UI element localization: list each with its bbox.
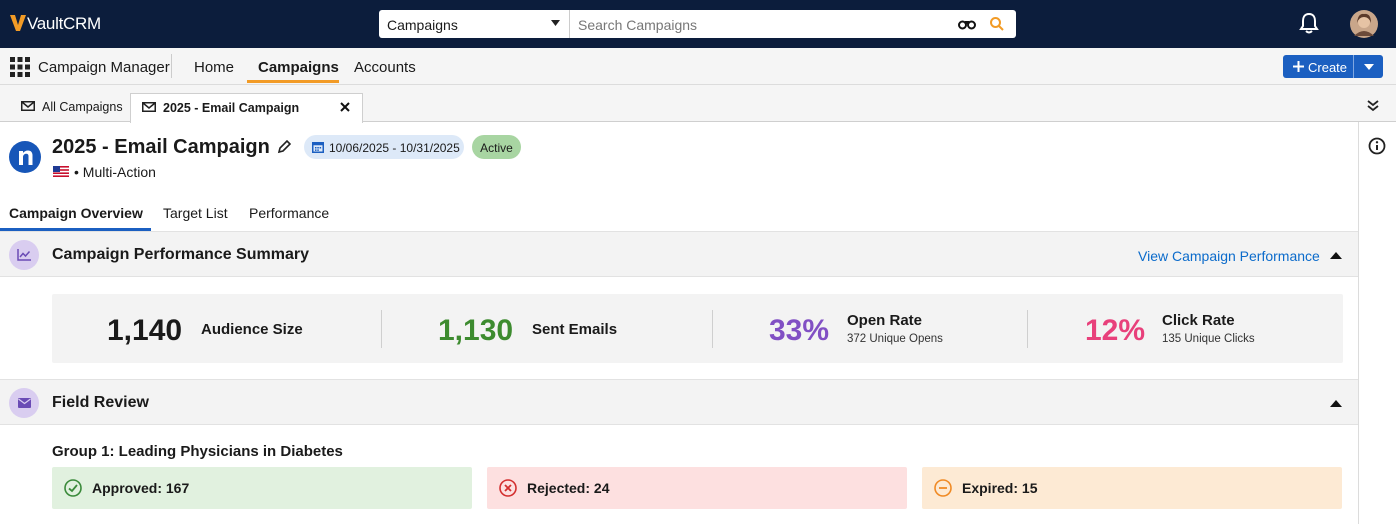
metric-value: 12% <box>1085 314 1146 347</box>
page-tab-active[interactable]: Campaign Overview <box>9 205 143 221</box>
approved-status: Approved: 167 <box>52 467 472 509</box>
metric-value: 33% <box>769 314 830 347</box>
chart-icon <box>17 249 31 261</box>
brand-name: VaultCRM <box>27 14 101 33</box>
section-header[interactable]: Campaign Performance Summary View Campai… <box>0 231 1358 277</box>
rejected-icon <box>499 479 517 497</box>
date-range: 10/06/2025 - 10/31/2025 <box>329 141 460 155</box>
record-tab-active[interactable]: 2025 - Email Campaign <box>130 93 363 123</box>
date-badge: 10/06/2025 - 10/31/2025 <box>304 135 464 159</box>
plus-icon <box>1293 61 1304 72</box>
record-tab-label[interactable]: 2025 - Email Campaign <box>163 101 300 115</box>
nav-tab[interactable]: Home <box>194 59 235 76</box>
group-title: Group 1: Leading Physicians in Diabetes <box>52 443 343 460</box>
section-title: Campaign Performance Summary <box>52 246 309 263</box>
view-performance-link[interactable]: View Campaign Performance <box>1138 248 1320 264</box>
info-icon[interactable] <box>1368 137 1386 155</box>
section-icon <box>9 240 39 270</box>
mail-icon <box>21 101 35 111</box>
metric-value: 1,130 <box>438 314 514 347</box>
collapse-icon[interactable] <box>1330 252 1342 259</box>
country-flag <box>53 166 69 177</box>
create-label[interactable]: Create <box>1308 60 1348 75</box>
metric-label: Audience Size <box>201 321 303 338</box>
status-label: Rejected: 24 <box>527 480 610 496</box>
search-box[interactable]: Campaigns Search Campaigns <box>379 10 1016 38</box>
status-label: Approved: 167 <box>92 480 190 496</box>
close-tab[interactable] <box>340 102 350 112</box>
active-indicator <box>247 80 339 83</box>
dropdown-caret <box>551 20 560 26</box>
notifications-icon[interactable] <box>1299 12 1319 34</box>
top-bar: VaultCRM Campaigns Search Campaigns <box>0 0 1396 48</box>
approved-icon <box>64 479 82 497</box>
expired-status: Expired: 15 <box>922 467 1342 509</box>
metric-label: Sent Emails <box>532 321 618 338</box>
search-icon[interactable] <box>989 16 1005 32</box>
status-text: Active <box>480 141 513 155</box>
create-button[interactable]: Create <box>1283 55 1383 78</box>
edit-icon[interactable] <box>277 140 291 154</box>
nav-tab-active[interactable]: Campaigns <box>258 59 339 76</box>
nav-tab[interactable]: Accounts <box>354 59 416 76</box>
divider <box>381 310 382 348</box>
mail-icon <box>17 398 31 408</box>
divider <box>171 54 172 78</box>
page-tab[interactable]: Target List <box>163 205 228 221</box>
record-tab[interactable]: All Campaigns <box>42 100 123 114</box>
search-scope[interactable]: Campaigns <box>387 17 458 33</box>
section-title: Field Review <box>52 394 149 411</box>
metric-detail: 372 Unique Opens <box>847 333 943 345</box>
right-rail-border <box>1358 122 1359 524</box>
active-indicator <box>0 228 151 231</box>
metric-detail: 135 Unique Clicks <box>1162 333 1255 345</box>
calendar-icon <box>312 142 324 153</box>
metric-label: Click Rate <box>1162 312 1235 329</box>
page-tab[interactable]: Performance <box>249 205 330 221</box>
section-icon <box>9 388 39 418</box>
binoculars-icon[interactable] <box>958 18 976 30</box>
record-subtitle: • Multi-Action <box>74 164 156 180</box>
divider <box>712 310 713 348</box>
divider <box>569 10 570 38</box>
create-menu-caret[interactable] <box>1364 64 1374 70</box>
status-label: Expired: 15 <box>962 480 1038 496</box>
section-header[interactable]: Field Review <box>0 379 1358 425</box>
expired-icon <box>934 479 952 497</box>
collapse-icon[interactable] <box>1330 400 1342 407</box>
metric-label: Open Rate <box>847 312 923 329</box>
divider <box>1353 55 1354 78</box>
rejected-status: Rejected: 24 <box>487 467 907 509</box>
expand-tabs[interactable] <box>1367 100 1379 112</box>
divider <box>1027 310 1028 348</box>
record-title: 2025 - Email Campaign <box>52 136 270 158</box>
metric-value: 1,140 <box>107 314 183 347</box>
record-icon <box>9 141 41 173</box>
app-launcher[interactable] <box>10 57 30 77</box>
search-input[interactable]: Search Campaigns <box>578 17 698 33</box>
status-badge: Active <box>472 135 521 159</box>
app-name: Campaign Manager <box>38 59 170 76</box>
nav-bar: Campaign Manager Home Campaigns Accounts… <box>0 48 1396 85</box>
brand-logo <box>10 15 26 31</box>
record-tabs: All Campaigns 2025 - Email Campaign <box>0 85 1396 123</box>
metrics-panel: 1,140 Audience Size 1,130 Sent Emails 33… <box>52 294 1343 363</box>
mail-icon <box>142 102 156 112</box>
user-avatar[interactable] <box>1350 10 1378 38</box>
